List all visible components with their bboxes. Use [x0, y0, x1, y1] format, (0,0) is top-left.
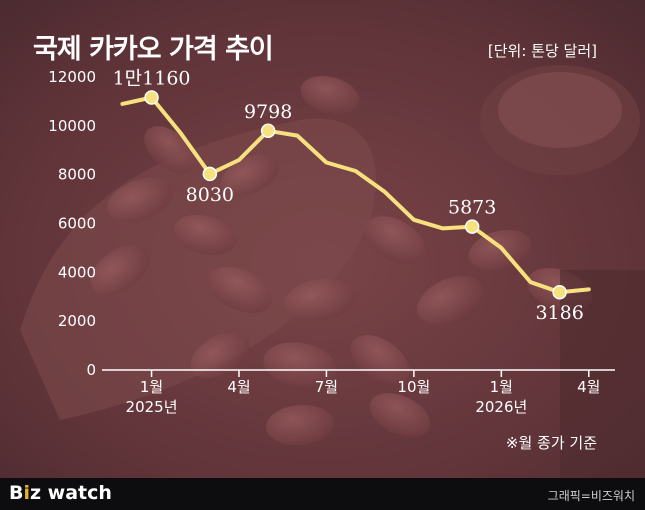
footnote: ※월 종가 기준	[505, 434, 597, 452]
y-tick-label: 10000	[48, 117, 96, 135]
data-label: 1만1160	[113, 68, 191, 90]
x-tick-label: 1월	[140, 378, 163, 396]
data-label: 5873	[448, 197, 496, 219]
x-tick-label: 4월	[227, 378, 250, 396]
y-tick-label: 4000	[58, 263, 96, 281]
footer-bar: Biz watch 그래픽=비즈워치	[0, 478, 645, 510]
x-tick-label: 4월	[577, 378, 600, 396]
x-tick-year-label: 2026년	[475, 398, 527, 416]
x-tick-year-label: 2025년	[126, 398, 178, 416]
x-tick-label: 1월	[490, 378, 513, 396]
data-label: 9798	[244, 101, 292, 123]
data-point-marker	[552, 284, 567, 300]
x-tick-label: 7월	[315, 378, 338, 396]
chart-title: 국제 카카오 가격 추이	[33, 34, 274, 65]
graphic-credit: 그래픽=비즈워치	[547, 489, 635, 503]
data-label: 3186	[535, 302, 583, 324]
data-point-marker	[464, 219, 480, 234]
data-point-marker	[260, 123, 276, 139]
y-tick-label: 0	[86, 361, 96, 379]
data-point-marker	[202, 166, 218, 182]
x-tick-label: 10월	[397, 378, 430, 396]
data-point-marker	[144, 90, 159, 105]
line-chart: 0 2000 4000 6000 8000 10000 12000 1월 2025년 4월 7월 10…	[48, 68, 601, 416]
y-tick-label: 8000	[58, 166, 96, 184]
bizwatch-logo: Biz watch	[9, 482, 112, 504]
data-label: 8030	[186, 184, 234, 206]
y-tick-label: 12000	[48, 68, 96, 86]
price-line	[120, 95, 591, 295]
cocoa-background-image	[0, 0, 645, 478]
y-tick-label: 2000	[58, 312, 96, 330]
unit-label: [단위: 톤당 달러]	[487, 42, 597, 60]
y-tick-label: 6000	[58, 215, 96, 233]
